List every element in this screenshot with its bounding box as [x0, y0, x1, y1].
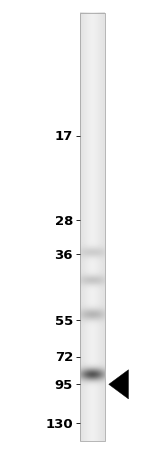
Text: 17: 17: [55, 130, 73, 143]
Bar: [80, 14, 105, 441]
Text: 72: 72: [55, 351, 73, 364]
Text: 36: 36: [54, 248, 73, 261]
Text: 28: 28: [55, 214, 73, 227]
Polygon shape: [109, 370, 128, 399]
Text: 55: 55: [55, 314, 73, 327]
Text: 130: 130: [45, 417, 73, 430]
Text: 95: 95: [55, 378, 73, 391]
